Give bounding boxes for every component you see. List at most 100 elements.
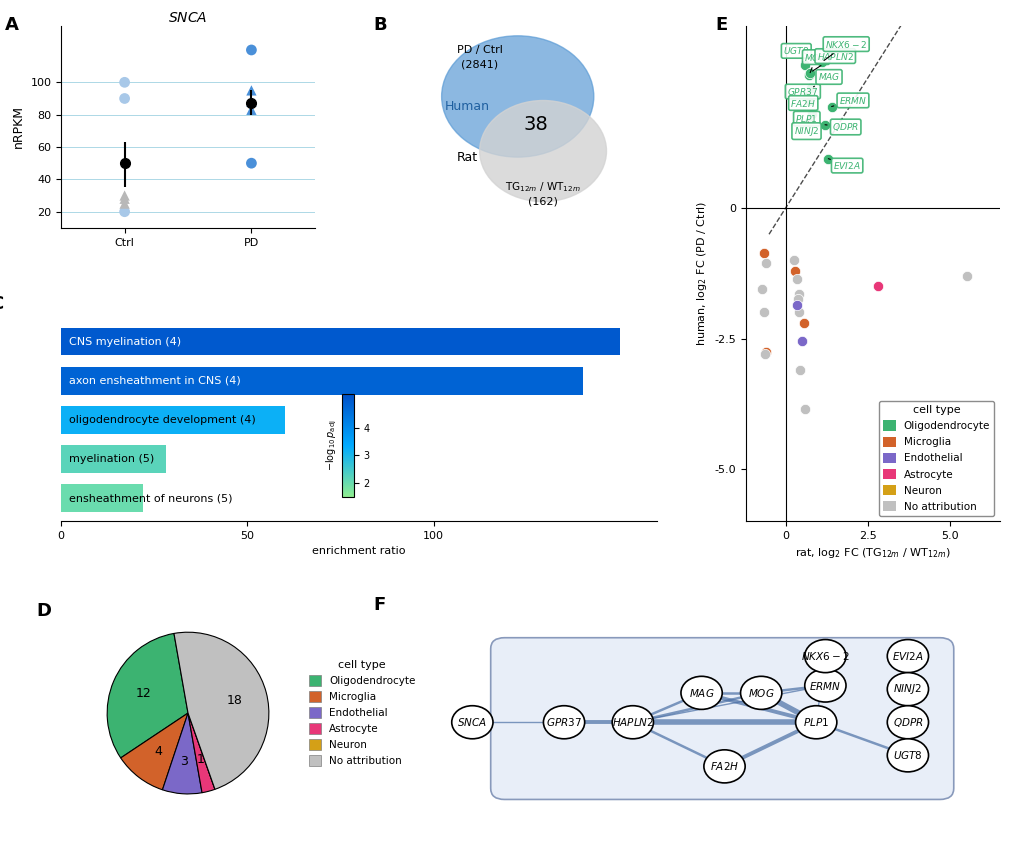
Text: PD / Ctrl: PD / Ctrl [457, 45, 502, 55]
Text: (162): (162) [528, 196, 557, 207]
Point [243, 95, 259, 109]
Point [755, 306, 771, 320]
Circle shape [740, 676, 781, 710]
Point [798, 89, 814, 103]
Wedge shape [162, 713, 202, 794]
Text: A: A [5, 15, 19, 33]
Bar [61, 367, 582, 394]
Point [243, 83, 259, 97]
Point [116, 197, 132, 211]
Bar [61, 328, 620, 356]
Text: myelination (5): myelination (5) [68, 454, 154, 464]
Point [801, 66, 817, 80]
Point [243, 103, 259, 117]
Point [803, 107, 819, 121]
Circle shape [479, 100, 606, 201]
Point [800, 116, 816, 129]
Circle shape [543, 705, 584, 739]
Point [958, 269, 974, 283]
Text: ensheathment of neurons (5): ensheathment of neurons (5) [68, 493, 232, 503]
Legend: Oligodendrocyte, Microglia, Endothelial, Astrocyte, Neuron, No attribution: Oligodendrocyte, Microglia, Endothelial,… [304, 656, 420, 770]
Text: $\it{MOG}$: $\it{MOG}$ [747, 686, 773, 698]
Point [243, 156, 259, 170]
Text: $\it{HAPLN2}$: $\it{HAPLN2}$ [611, 716, 653, 728]
Text: $\it{MAG}$: $\it{MAG}$ [688, 686, 713, 698]
Bar [61, 484, 143, 512]
Text: $\it{QDPR}$: $\it{QDPR}$ [892, 716, 922, 728]
Wedge shape [174, 632, 269, 789]
Text: $\it{PLP1}$: $\it{PLP1}$ [795, 113, 817, 124]
Text: $\it{FA2H}$: $\it{FA2H}$ [709, 760, 739, 772]
Text: 3: 3 [180, 755, 189, 768]
Wedge shape [120, 713, 187, 790]
Circle shape [681, 676, 721, 710]
Text: $\it{MOG}$: $\it{MOG}$ [804, 51, 826, 73]
Text: $\it{NKX6-2}$: $\it{NKX6-2}$ [800, 650, 849, 662]
Text: $\it{FA2H}$: $\it{FA2H}$ [790, 98, 815, 109]
Point [793, 334, 809, 348]
Point [116, 75, 132, 89]
Circle shape [451, 705, 492, 739]
Text: $\it{NINJ2}$: $\it{NINJ2}$ [793, 123, 818, 138]
Point [800, 94, 816, 108]
Point [819, 152, 836, 165]
Text: 1: 1 [197, 753, 204, 766]
Point [116, 189, 132, 202]
Text: $\it{PLP1}$: $\it{PLP1}$ [802, 716, 828, 728]
Circle shape [611, 705, 653, 739]
Point [813, 56, 829, 69]
Text: $\it{GPR37}$: $\it{GPR37}$ [787, 86, 817, 97]
Point [757, 345, 773, 358]
Text: oligodendrocyte development (4): oligodendrocyte development (4) [68, 415, 255, 425]
Point [790, 287, 806, 301]
X-axis label: enrichment ratio: enrichment ratio [312, 546, 406, 556]
Text: axon ensheathment in CNS (4): axon ensheathment in CNS (4) [68, 376, 240, 386]
Point [800, 69, 816, 82]
Text: $\it{NKX6-2}$: $\it{NKX6-2}$ [823, 39, 866, 61]
Text: 12: 12 [136, 687, 151, 700]
Point [116, 92, 132, 105]
Point [795, 316, 811, 330]
Y-axis label: nRPKM: nRPKM [12, 105, 24, 148]
Text: TG$_{12m}$ / WT$_{12m}$: TG$_{12m}$ / WT$_{12m}$ [504, 181, 580, 195]
Text: $\it{UGT8}$: $\it{UGT8}$ [783, 45, 808, 63]
Circle shape [795, 705, 836, 739]
Point [756, 347, 772, 361]
Text: $\it{EVI2A}$: $\it{EVI2A}$ [892, 650, 923, 662]
Circle shape [703, 750, 745, 783]
Wedge shape [187, 713, 215, 789]
Text: $\it{UGT8}$: $\it{UGT8}$ [892, 749, 922, 761]
Text: $\it{MAG}$: $\it{MAG}$ [813, 71, 840, 87]
Point [243, 43, 259, 57]
Point [802, 81, 818, 95]
Point [822, 99, 839, 113]
Point [792, 363, 808, 377]
Text: C: C [0, 295, 3, 313]
Point [757, 256, 773, 270]
Wedge shape [187, 713, 215, 793]
Point [788, 297, 804, 311]
Text: (2841): (2841) [461, 59, 497, 69]
Bar [61, 446, 165, 473]
Text: Human: Human [444, 100, 489, 113]
Text: $\it{NINJ2}$: $\it{NINJ2}$ [893, 682, 921, 696]
Bar [61, 406, 284, 434]
Text: E: E [715, 15, 728, 33]
Text: $\it{SNCA}$: $\it{SNCA}$ [457, 716, 487, 728]
Wedge shape [107, 633, 187, 758]
Point [116, 192, 132, 206]
Point [785, 254, 801, 267]
Text: F: F [373, 596, 385, 614]
Point [789, 292, 805, 306]
Y-axis label: human, log$_2$ FC (PD / Ctrl): human, log$_2$ FC (PD / Ctrl) [694, 201, 708, 346]
Legend: Oligodendrocyte, Microglia, Endothelial, Astrocyte, Neuron, No attribution: Oligodendrocyte, Microglia, Endothelial,… [878, 401, 994, 516]
Point [753, 282, 769, 296]
Point [116, 205, 132, 219]
Circle shape [887, 739, 927, 772]
Circle shape [804, 669, 845, 702]
Title: $\it{SNCA}$: $\it{SNCA}$ [168, 10, 208, 25]
Point [796, 402, 812, 416]
Text: 4: 4 [155, 745, 162, 758]
Text: $\it{ERMN}$: $\it{ERMN}$ [830, 95, 866, 106]
Circle shape [887, 639, 927, 673]
